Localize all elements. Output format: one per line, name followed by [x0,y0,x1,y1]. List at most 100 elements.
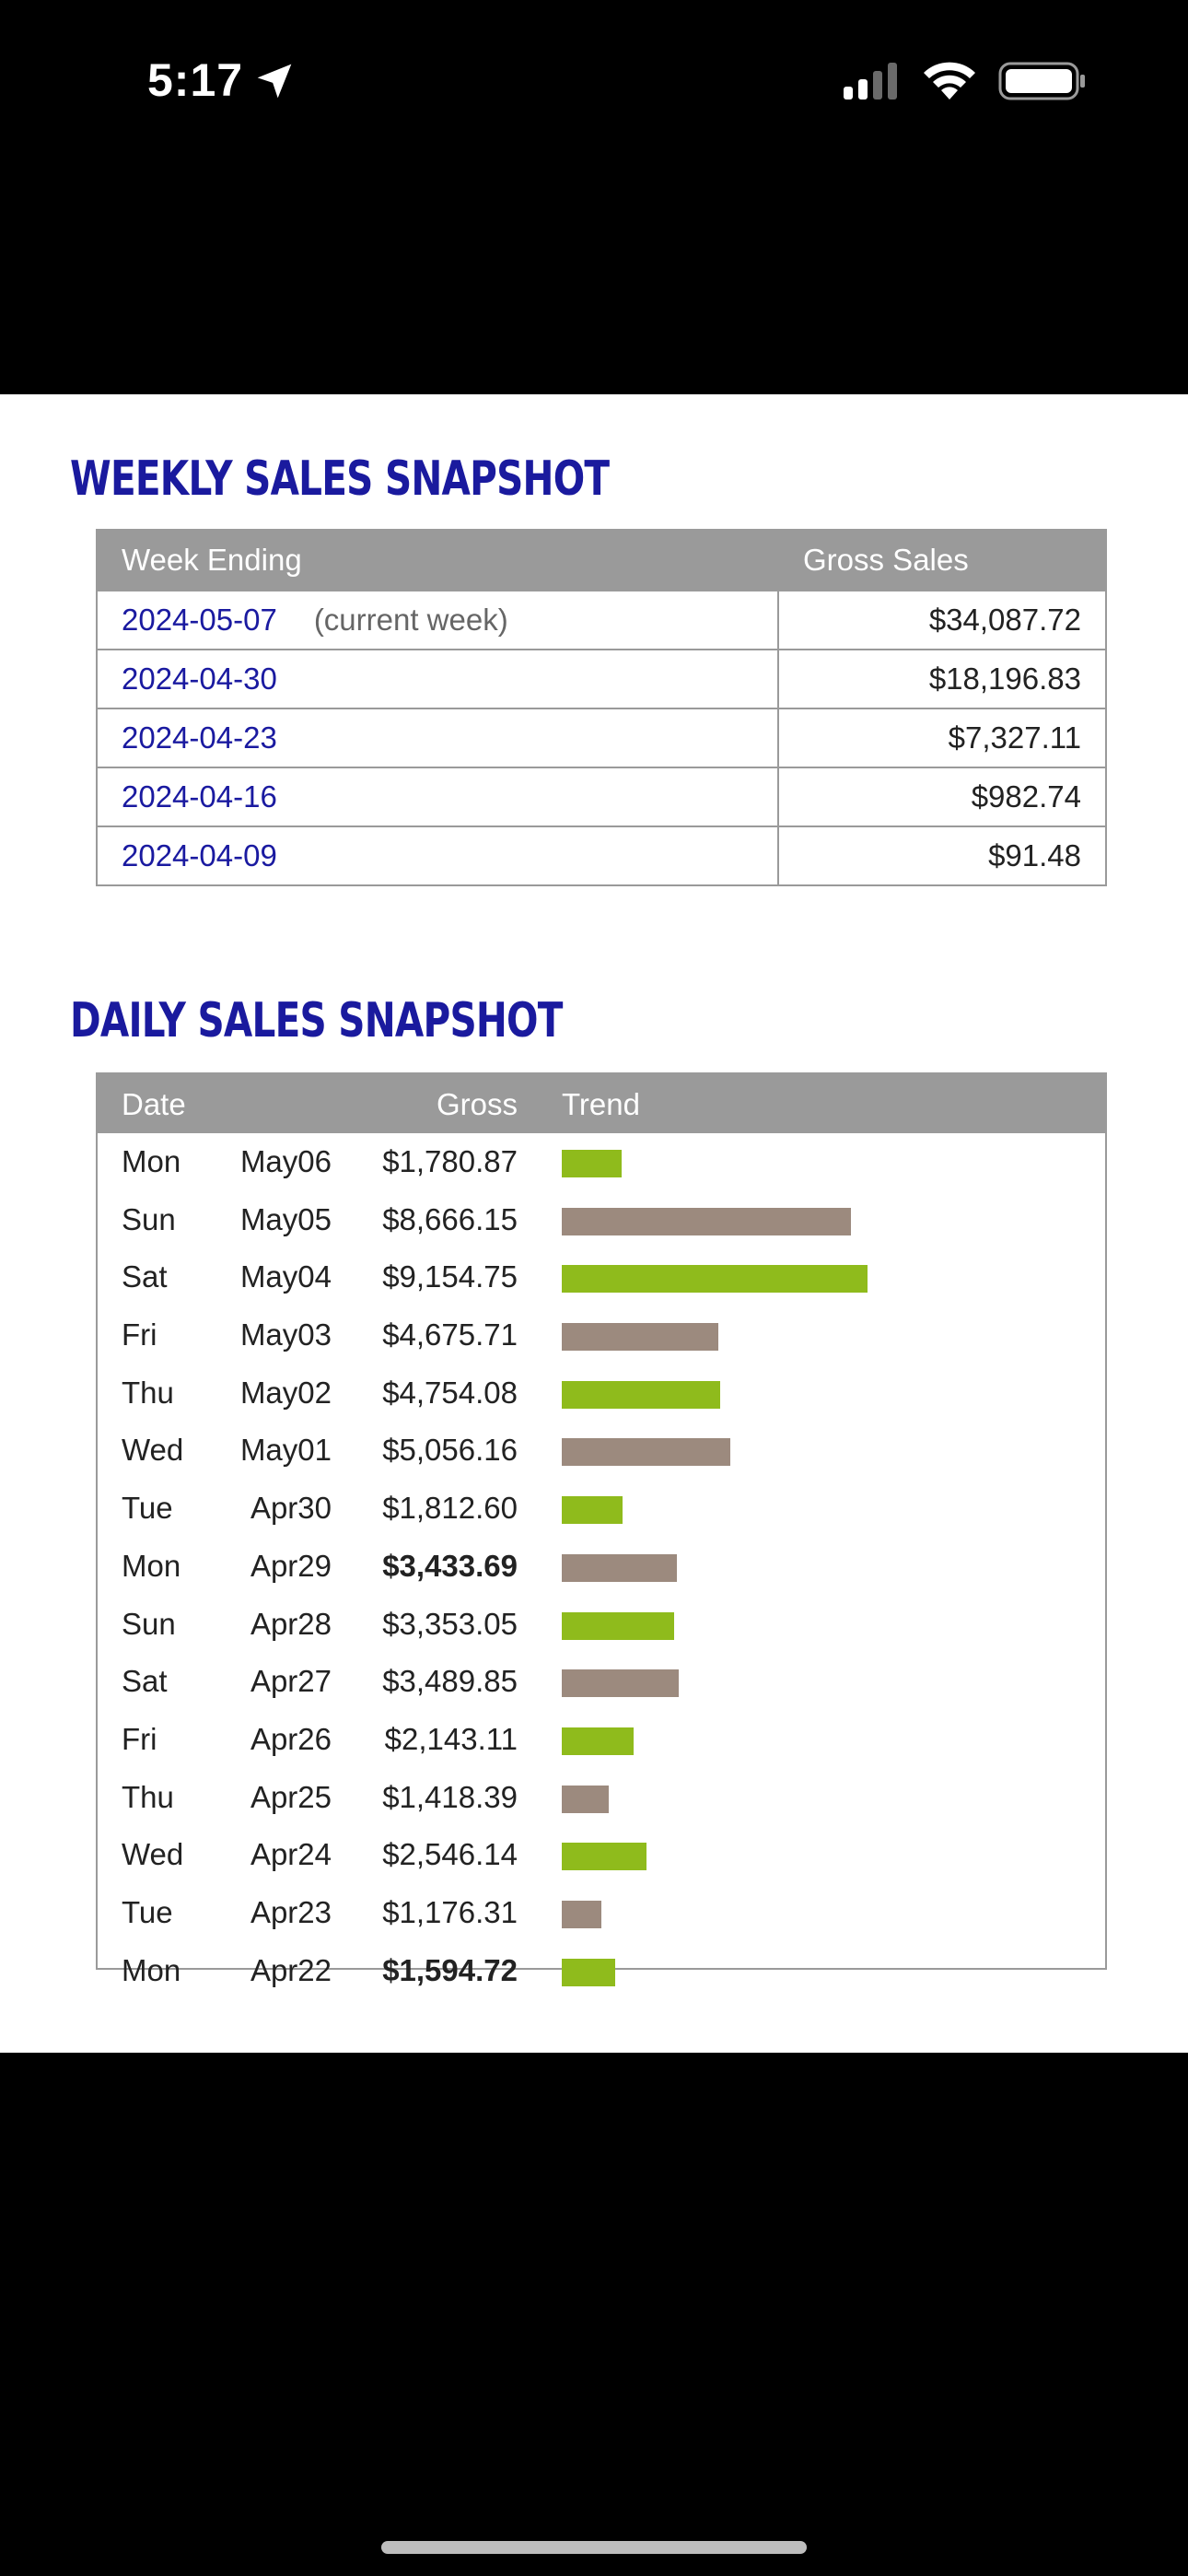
trend-bar [562,1207,851,1235]
date-label: Apr29 [250,1548,332,1583]
table-row: 2024-04-30 $18,196.83 [96,649,1107,709]
date-label: Apr25 [250,1779,332,1814]
gross-value: $4,754.08 [382,1375,518,1410]
date-label: Apr24 [250,1837,332,1872]
day-label: Fri [122,1317,157,1352]
location-arrow-icon [257,64,292,99]
battery-icon [998,62,1085,100]
week-amount: $982.74 [777,767,1107,827]
table-row: Sun Apr28 $3,353.05 [98,1596,1105,1654]
trend-bar [562,1611,674,1640]
date-label: Apr26 [250,1721,332,1756]
trend-bar [562,1438,730,1467]
trend-bar [562,1727,634,1755]
gross-value: $5,056.16 [382,1433,518,1468]
table-row: 2024-04-16 $982.74 [96,767,1107,827]
wifi-icon [924,62,975,100]
trend-bar [562,1900,601,1928]
gross-value: $1,418.39 [382,1779,518,1814]
table-row: Mon May06 $1,780.87 [98,1133,1105,1191]
date-label: May05 [239,1201,332,1236]
day-label: Thu [122,1779,174,1814]
week-link[interactable]: 2024-04-16 [96,767,779,827]
table-header-row: Date Gross Trend [98,1074,1105,1133]
gross-value: $2,143.11 [384,1721,518,1756]
date-label: May02 [239,1375,332,1410]
trend-bar [562,1958,615,1986]
week-ending-header: Week Ending [96,529,779,591]
date-label: Apr28 [250,1606,332,1641]
day-label: Sun [122,1606,176,1641]
status-bar: 5:17 [0,0,1188,166]
week-amount: $34,087.72 [777,590,1107,650]
trend-bar [562,1323,718,1352]
table-row: Sun May05 $8,666.15 [98,1191,1105,1249]
table-row: Fri May03 $4,675.71 [98,1306,1105,1364]
table-row: Sat May04 $9,154.75 [98,1248,1105,1306]
gross-header: Gross [436,1087,518,1121]
date-label: Apr22 [250,1952,332,1987]
trend-bar [562,1496,623,1525]
cellular-signal-icon [844,63,897,100]
trend-bar [562,1265,868,1294]
gross-value: $1,176.31 [382,1894,518,1929]
weekly-title: WEEKLY SALES SNAPSHOT [70,451,610,507]
gross-value: $1,812.60 [382,1491,518,1526]
week-amount: $7,327.11 [777,708,1107,768]
date-label: May04 [239,1259,332,1294]
trend-header: Trend [562,1087,640,1121]
trend-bar [562,1150,622,1177]
table-row: Sat Apr27 $3,489.85 [98,1653,1105,1711]
table-row: Tue Apr23 $1,176.31 [98,1884,1105,1942]
day-label: Mon [122,1548,181,1583]
table-row: 2024-04-09 $91.48 [96,825,1107,886]
week-link[interactable]: 2024-04-30 [96,649,779,709]
trend-bar [562,1843,646,1871]
week-amount: $91.48 [777,825,1107,886]
table-row: Thu May02 $4,754.08 [98,1364,1105,1423]
day-label: Sun [122,1201,176,1236]
week-link[interactable]: 2024-05-07 (current week) [96,590,779,650]
table-row: Tue Apr30 $1,812.60 [98,1480,1105,1538]
table-row: Thu Apr25 $1,418.39 [98,1769,1105,1827]
daily-title: DAILY SALES SNAPSHOT [70,993,563,1048]
status-time: 5:17 [147,54,244,106]
home-indicator[interactable] [381,2541,807,2554]
gross-value: $3,353.05 [382,1606,518,1641]
day-label: Mon [122,1952,181,1987]
date-label: Apr30 [250,1491,332,1526]
week-link[interactable]: 2024-04-09 [96,825,779,886]
week-amount: $18,196.83 [777,649,1107,709]
page-content: WEEKLY SALES SNAPSHOT Week Ending Gross … [0,394,1188,2053]
gross-value: $3,489.85 [382,1664,518,1699]
day-label: Sat [122,1664,168,1699]
gross-value: $1,780.87 [382,1144,518,1178]
day-label: Sat [122,1259,168,1294]
trend-bar [562,1669,679,1698]
date-label: May03 [239,1317,332,1352]
week-link[interactable]: 2024-04-23 [96,708,779,768]
date-label: May01 [239,1433,332,1468]
gross-value: $4,675.71 [382,1317,518,1352]
day-label: Wed [122,1837,184,1872]
table-row: Fri Apr26 $2,143.11 [98,1711,1105,1769]
gross-value: $1,594.72 [382,1952,518,1987]
date-label: Apr23 [250,1894,332,1929]
date-header: Date [122,1087,186,1121]
day-label: Fri [122,1721,157,1756]
day-label: Tue [122,1894,173,1929]
day-label: Wed [122,1433,184,1468]
gross-value: $2,546.14 [382,1837,518,1872]
table-row: 2024-04-23 $7,327.11 [96,708,1107,768]
gross-sales-header: Gross Sales [777,529,1107,591]
daily-sales-table: Date Gross Trend Mon May06 $1,780.87 Sun May… [96,1072,1107,1987]
table-row: Wed Apr24 $2,546.14 [98,1826,1105,1884]
table-row: Mon Apr22 $1,594.72 [98,1942,1105,2000]
day-label: Thu [122,1375,174,1410]
day-label: Tue [122,1491,173,1526]
date-label: Apr27 [250,1664,332,1699]
gross-value: $8,666.15 [382,1201,518,1236]
table-header-row: Week Ending Gross Sales [96,529,1107,591]
trend-bar [562,1785,609,1813]
gross-value: $9,154.75 [382,1259,518,1294]
